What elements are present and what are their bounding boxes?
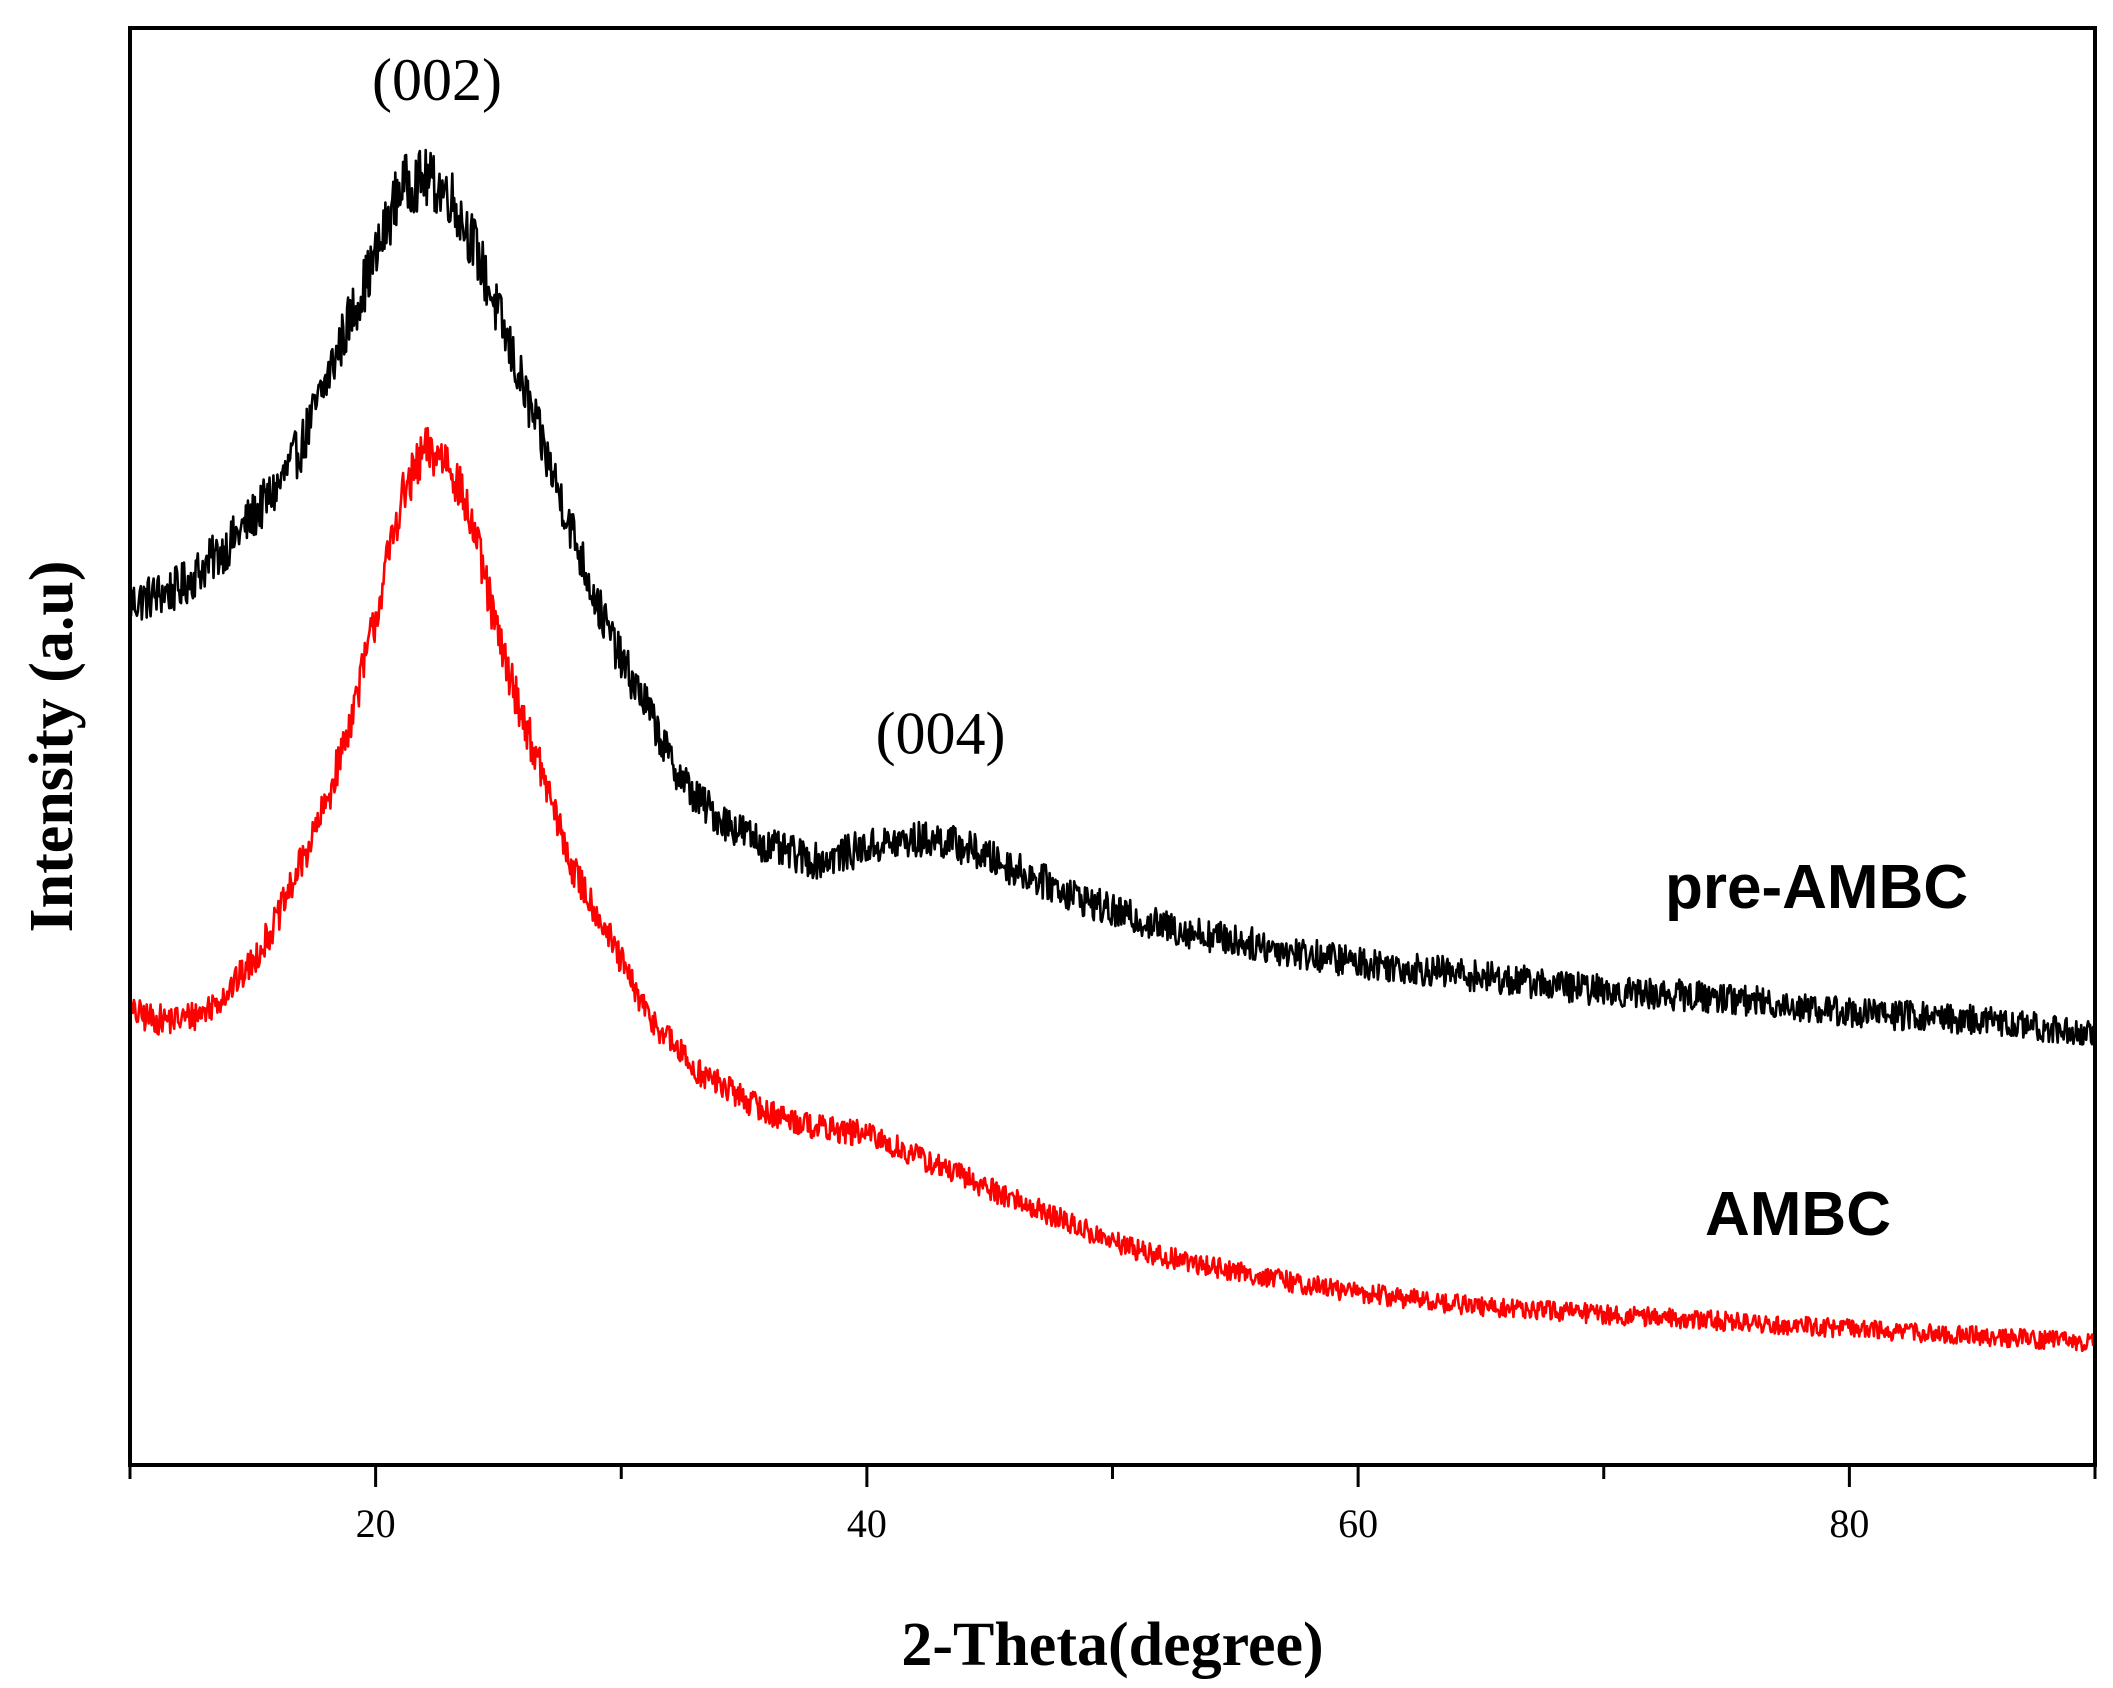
annotation-peak-002: (002) <box>372 47 502 113</box>
x-tick-label-80: 80 <box>1829 1501 1869 1546</box>
x-tick-label-60: 60 <box>1338 1501 1378 1546</box>
x-axis: 20 40 60 80 <box>128 1465 2097 1546</box>
x-tick-label-40: 40 <box>847 1501 887 1546</box>
plot-frame <box>128 26 2097 1467</box>
y-axis-title: Intensity (a.u) <box>18 560 86 932</box>
series-label-ambc: AMBC <box>1705 1180 1891 1249</box>
series-line-pre-ambc <box>128 148 2097 1046</box>
series-line-ambc <box>128 426 2096 1353</box>
series-label-pre-ambc: pre-AMBC <box>1665 853 1968 922</box>
x-tick-label-20: 20 <box>356 1501 396 1546</box>
annotation-peak-004: (004) <box>876 701 1006 767</box>
x-axis-title: 2-Theta(degree) <box>901 1611 1323 1679</box>
series-layer <box>128 148 2097 1353</box>
